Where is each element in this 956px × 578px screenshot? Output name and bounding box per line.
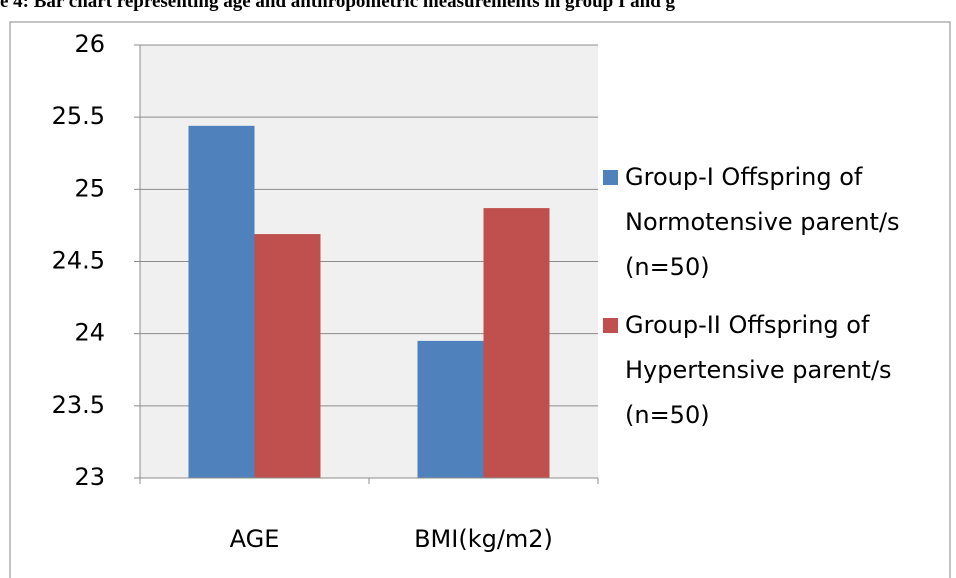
bar (417, 340, 484, 478)
legend-swatch (603, 170, 618, 185)
x-tick-label: AGE (230, 525, 280, 553)
chart-title: e 4: Bar chart representing age and anth… (0, 0, 676, 12)
legend-label: Group-II Offspring of Hypertensive paren… (625, 311, 892, 429)
y-tick-label: 23 (74, 463, 105, 491)
legend-swatch (603, 318, 618, 333)
legend-label: Group-I Offspring of Normotensive parent… (625, 163, 900, 281)
y-tick-label: 26 (74, 30, 105, 58)
bar (188, 125, 255, 479)
bar (483, 208, 550, 478)
x-tick-label: BMI(kg/m2) (414, 525, 553, 553)
bar (254, 234, 321, 478)
y-tick-label: 24.5 (52, 247, 105, 275)
chart-frame (9, 21, 951, 578)
y-tick-label: 23.5 (52, 391, 105, 419)
y-tick-label: 24 (74, 319, 105, 347)
y-tick-label: 25 (74, 174, 105, 202)
y-tick-label: 25.5 (52, 102, 105, 130)
